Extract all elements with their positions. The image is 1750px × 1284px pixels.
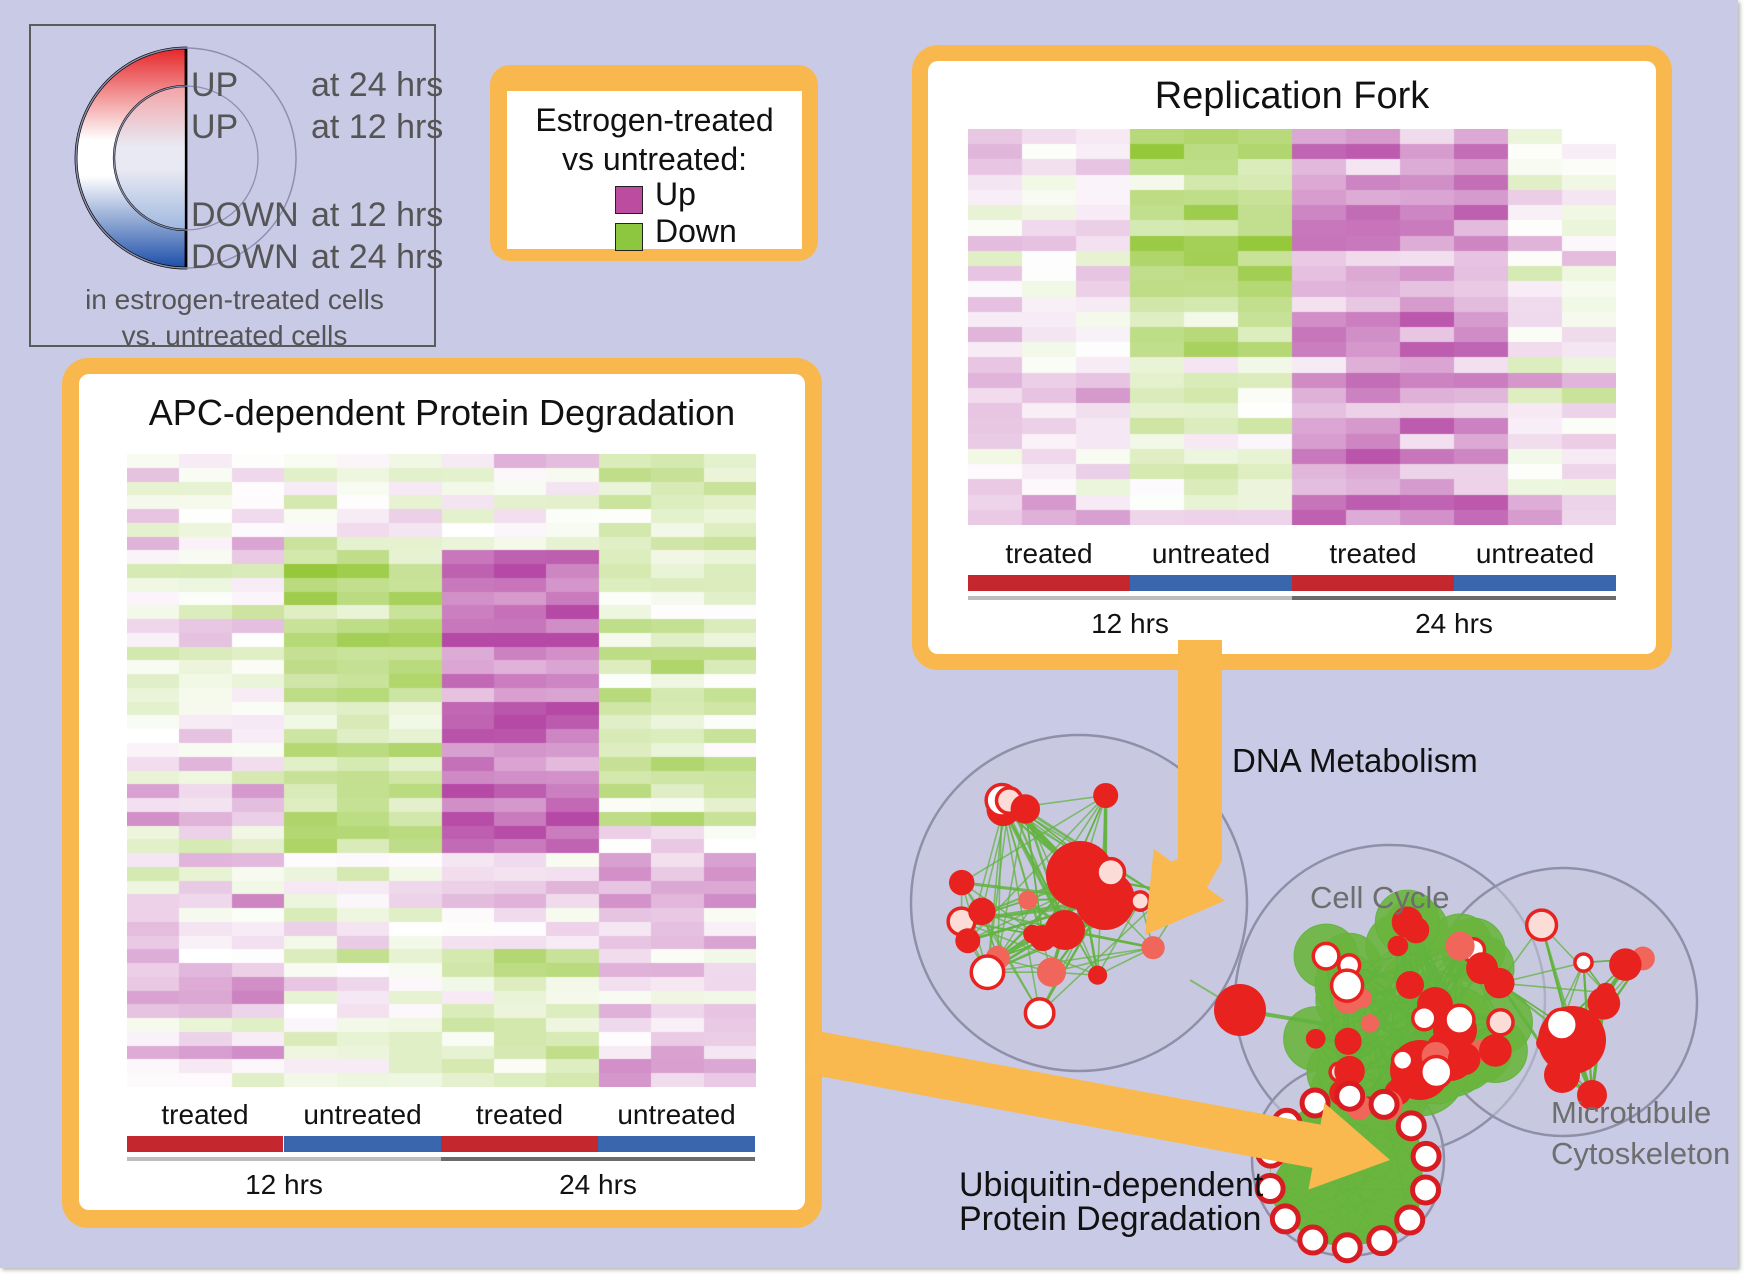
svg-text:Protein Degradation: Protein Degradation: [959, 1200, 1261, 1238]
svg-text:Microtubule: Microtubule: [1551, 1095, 1711, 1130]
svg-text:Cell Cycle: Cell Cycle: [1310, 880, 1450, 915]
svg-text:Ubiquitin-dependent: Ubiquitin-dependent: [959, 1166, 1264, 1204]
svg-text:Cytoskeleton: Cytoskeleton: [1551, 1136, 1730, 1171]
svg-text:DNA Metabolism: DNA Metabolism: [1232, 742, 1478, 779]
